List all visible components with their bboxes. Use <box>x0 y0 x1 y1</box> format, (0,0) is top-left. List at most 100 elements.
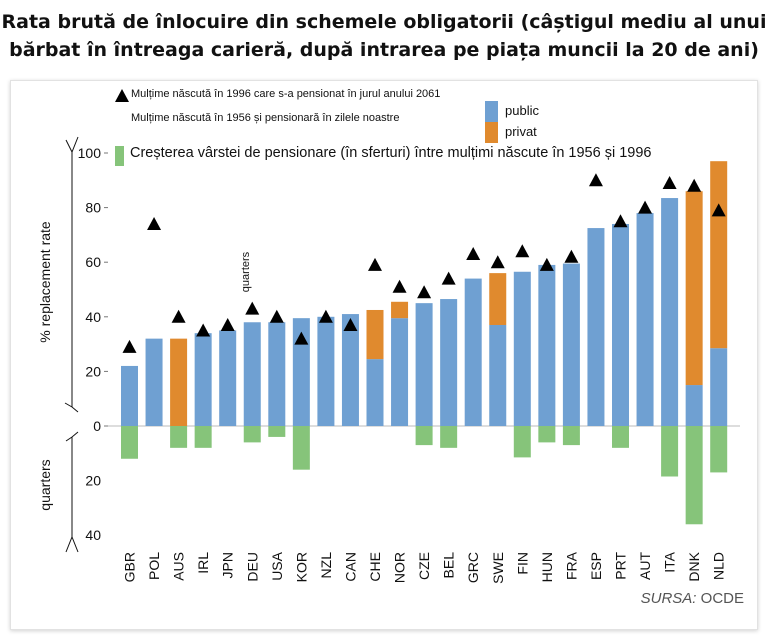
bar-green <box>661 426 679 477</box>
y-tick-label: 0 <box>93 418 101 434</box>
x-tick-label: NLD <box>711 552 727 580</box>
x-tick-label: FIN <box>514 552 530 575</box>
y-axis-top-hook <box>65 136 79 154</box>
chart-title-line2: bărbat în întreaga carieră, după intrare… <box>9 39 759 61</box>
y-axis-bottom-hook <box>65 535 79 553</box>
x-tick-label: HUN <box>539 552 555 582</box>
x-tick-label: CZE <box>416 552 432 580</box>
legend-green-label: Creșterea vârstei de pensionare (în sfer… <box>130 145 652 161</box>
bar-public <box>710 348 728 426</box>
triangle-marker <box>711 203 726 217</box>
y-axis-break-top <box>64 402 79 413</box>
legend-public-label: public <box>505 103 539 118</box>
y-tick-label: 20 <box>85 473 101 489</box>
triangle-marker <box>662 176 677 190</box>
bar-public <box>685 385 703 426</box>
bar-green <box>440 426 458 448</box>
triangle-marker <box>220 317 235 331</box>
x-tick-label: PRT <box>613 552 629 580</box>
bar-privat <box>366 309 384 360</box>
bar-green <box>513 426 531 458</box>
bar-green <box>562 426 580 446</box>
legend-green-swatch <box>115 146 124 166</box>
triangle-marker <box>196 323 211 337</box>
triangle-marker <box>466 247 481 261</box>
x-tick-label: SWE <box>490 552 506 584</box>
x-tick-label: BEL <box>441 552 457 579</box>
bar-public <box>268 322 286 426</box>
triangle-marker <box>564 249 579 263</box>
y-axis-title-top: % replacement rate <box>37 221 53 343</box>
bar-public <box>219 330 237 426</box>
bar-privat <box>489 273 507 325</box>
x-tick-label: AUT <box>637 552 653 580</box>
bar-public <box>341 314 359 426</box>
bar-public <box>145 338 163 426</box>
bar-green <box>268 426 286 437</box>
triangle-marker <box>318 309 333 323</box>
bar-green <box>415 426 433 446</box>
y-tick-label: 40 <box>85 309 101 325</box>
triangle-marker <box>245 301 260 315</box>
bar-public <box>587 228 605 426</box>
bar-public <box>440 299 458 426</box>
bar-green <box>243 426 261 443</box>
triangle-marker <box>515 244 530 258</box>
legend-public-swatch <box>485 101 498 122</box>
bar-public <box>366 359 384 426</box>
bar-green <box>538 426 556 443</box>
triangle-marker <box>171 309 186 323</box>
x-tick-label: ESP <box>588 552 604 580</box>
bar-green <box>612 426 629 448</box>
x-tick-label: CAN <box>342 552 358 582</box>
bar-public <box>661 198 679 426</box>
bar-public <box>317 316 335 426</box>
source-note: SURSA: OCDE <box>641 590 744 607</box>
bar-green <box>121 426 138 459</box>
legend-triangle-icon <box>115 89 129 102</box>
x-tick-label: GBR <box>122 552 138 582</box>
source-label: SURSA: <box>640 590 697 607</box>
triangle-marker <box>417 285 432 299</box>
x-tick-label: USA <box>269 551 285 580</box>
bar-public <box>391 318 409 426</box>
bar-public <box>292 318 310 426</box>
x-tick-label: NZL <box>318 552 334 579</box>
bar-privat <box>710 161 728 349</box>
triangle-marker <box>368 257 382 271</box>
bar-public <box>489 324 507 426</box>
bar-public <box>464 278 482 426</box>
legend-privat-swatch <box>485 122 498 143</box>
bar-public <box>636 213 654 426</box>
bar-green <box>710 426 728 473</box>
bar-green <box>194 426 212 448</box>
y-tick-label: 80 <box>85 200 101 216</box>
triangle-marker <box>588 173 603 187</box>
bar-green <box>170 426 188 448</box>
x-tick-label: KOR <box>293 552 309 582</box>
y-tick-label: 20 <box>85 363 101 379</box>
chart-frame <box>10 80 758 630</box>
triangle-marker <box>392 279 407 293</box>
x-tick-label: IRL <box>195 552 211 574</box>
triangle-marker <box>269 309 284 323</box>
legend-cohort-label: Mulțime născută în 1956 și pensionară în… <box>131 112 400 124</box>
bar-green <box>292 426 310 470</box>
chart-title: Rata brută de înlocuire din schemele obl… <box>0 8 768 64</box>
triangle-marker <box>122 339 137 353</box>
bar-public <box>612 223 629 426</box>
x-tick-label: FRA <box>563 551 579 580</box>
bar-green <box>685 426 703 525</box>
triangle-marker <box>441 271 456 285</box>
legend-triangle-label: Mulțime născută în 1996 care s-a pension… <box>131 88 441 100</box>
y-tick-label: 100 <box>78 145 102 161</box>
bar-public <box>194 333 212 426</box>
x-tick-label: ITA <box>662 551 678 572</box>
bar-public <box>513 271 531 426</box>
y-tick-label: 60 <box>85 254 101 270</box>
x-tick-label: POL <box>146 552 162 580</box>
x-tick-label: CHE <box>367 552 383 582</box>
y-axis-title-bottom: quarters <box>37 459 53 510</box>
x-tick-label: DNK <box>686 551 702 581</box>
